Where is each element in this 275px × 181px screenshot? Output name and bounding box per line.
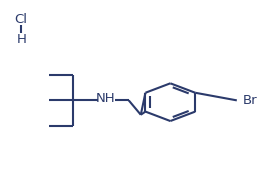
Text: H: H xyxy=(16,33,26,46)
Text: NH: NH xyxy=(96,92,116,105)
Text: Br: Br xyxy=(243,94,257,107)
Text: Cl: Cl xyxy=(15,13,28,26)
